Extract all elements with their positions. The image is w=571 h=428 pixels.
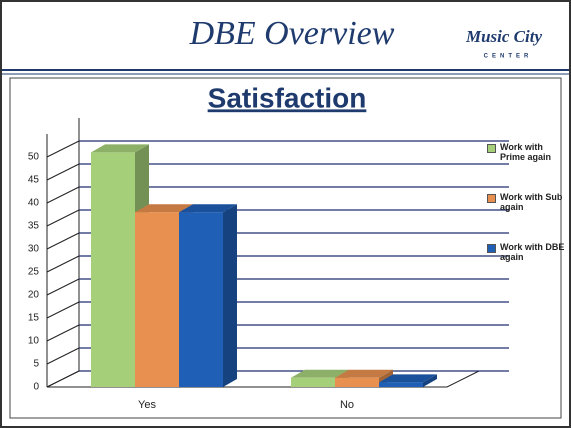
bar-top bbox=[135, 204, 193, 213]
logo-sub: CENTER bbox=[484, 54, 533, 60]
y-tick-label: 40 bbox=[28, 198, 40, 209]
chart-frame bbox=[9, 77, 562, 419]
y-tick-label: 0 bbox=[33, 382, 39, 393]
grid-line-side bbox=[46, 163, 80, 181]
x-tick-label: No bbox=[340, 399, 354, 411]
grid-line-side bbox=[46, 347, 80, 365]
grid-line-side bbox=[46, 370, 80, 388]
grid-line-side bbox=[46, 255, 80, 273]
y-tick-label: 45 bbox=[28, 175, 40, 186]
bar-side bbox=[423, 374, 437, 387]
bar bbox=[179, 212, 223, 387]
y-tick-label: 25 bbox=[28, 267, 40, 278]
grid-line-side bbox=[46, 278, 80, 296]
legend-entry: Work with DBE again bbox=[487, 242, 567, 262]
y-tick-label: 15 bbox=[28, 313, 40, 324]
grid-line-side bbox=[46, 140, 80, 158]
bar-top bbox=[179, 204, 237, 213]
legend-entry: Work with Prime again bbox=[487, 142, 567, 162]
logo: Music City bbox=[465, 27, 542, 46]
grid-line-side bbox=[46, 324, 80, 342]
legend-label: Work with Prime again bbox=[500, 142, 552, 162]
bar-top bbox=[335, 369, 393, 378]
bar-top bbox=[379, 374, 437, 383]
y-tick-label: 30 bbox=[28, 244, 40, 255]
legend-swatch bbox=[487, 194, 496, 203]
grid-line-side bbox=[46, 186, 80, 204]
y-tick-label: 5 bbox=[33, 359, 39, 370]
y-tick-label: 50 bbox=[28, 152, 40, 163]
bar-side bbox=[223, 204, 237, 387]
x-tick-label: Yes bbox=[138, 399, 156, 411]
legend-label: Work with Sub again bbox=[500, 192, 563, 212]
grid-line-side bbox=[46, 209, 80, 227]
legend-swatch bbox=[487, 144, 496, 153]
bar bbox=[335, 377, 379, 387]
legend-entry: Work with Sub again bbox=[487, 192, 567, 212]
grid-line-side bbox=[46, 301, 80, 319]
slide-title: DBE Overview bbox=[189, 15, 395, 52]
legend-swatch bbox=[487, 244, 496, 253]
bar bbox=[291, 377, 335, 387]
bar-top bbox=[291, 369, 349, 378]
legend: Work with Prime again Work with Sub again… bbox=[487, 142, 567, 262]
bar bbox=[379, 382, 423, 387]
legend: Work with Prime again Work with Sub again… bbox=[487, 142, 567, 262]
bar bbox=[135, 212, 179, 387]
y-tick-label: 20 bbox=[28, 290, 40, 301]
legend-label: Work with DBE again bbox=[500, 242, 565, 262]
bar bbox=[91, 152, 135, 387]
chart-title: Satisfaction bbox=[208, 82, 367, 113]
bar-top bbox=[91, 144, 149, 153]
y-tick-label: 35 bbox=[28, 221, 40, 232]
grid-line-side bbox=[46, 232, 80, 250]
y-tick-label: 10 bbox=[28, 336, 40, 347]
